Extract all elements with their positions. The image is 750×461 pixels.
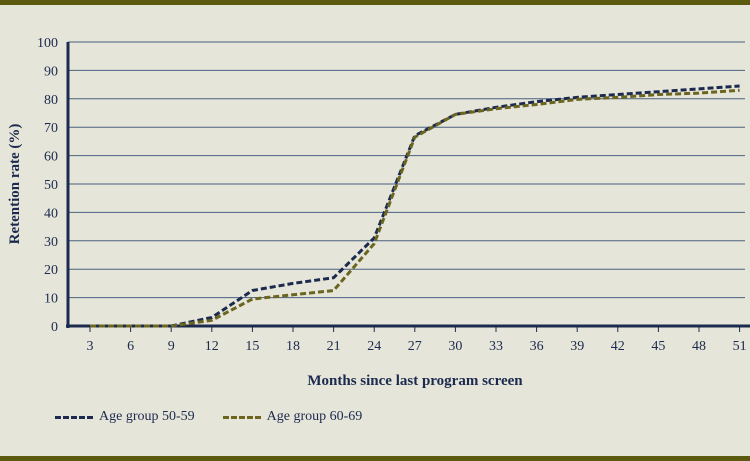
x-tick-label: 15 (245, 339, 259, 354)
y-tick-label: 20 (44, 263, 58, 278)
x-tick-label: 30 (448, 339, 462, 354)
x-tick-label: 39 (570, 339, 584, 354)
x-tick-label: 9 (168, 339, 175, 354)
x-tick-label: 12 (205, 339, 219, 354)
legend-label: Age group 50-59 (99, 409, 195, 424)
x-axis-label: Months since last program screen (307, 373, 523, 389)
y-tick-label: 10 (44, 292, 58, 307)
y-tick-label: 100 (37, 36, 58, 51)
legend-item-60-69: Age group 60-69 (222, 409, 363, 425)
series-line-50-59 (90, 84, 740, 328)
legend-swatch (222, 415, 261, 419)
y-tick-label: 30 (44, 235, 58, 250)
x-tick-label: 6 (127, 339, 134, 354)
legend-swatch (55, 415, 93, 419)
y-tick-label: 90 (44, 64, 58, 79)
y-tick-label: 40 (44, 206, 58, 221)
y-tick-label: 60 (44, 150, 58, 165)
x-tick-label: 21 (327, 339, 341, 354)
bottom-border (0, 456, 750, 461)
legend-item-50-59: Age group 50-59 (55, 409, 195, 425)
x-tick-label: 51 (733, 339, 747, 354)
x-tick-label: 36 (530, 339, 544, 354)
y-tick-label: 0 (51, 320, 58, 335)
series-line-60-69 (90, 88, 740, 328)
x-tick-label: 33 (489, 339, 503, 354)
legend: Age group 50-59 Age group 60-69 (55, 409, 362, 425)
y-axis-label: Retention rate (%) (7, 124, 23, 245)
x-tick-label: 18 (286, 339, 300, 354)
x-tick-label: 48 (692, 339, 706, 354)
x-tick-label: 42 (611, 339, 625, 354)
legend-label: Age group 60-69 (266, 409, 363, 424)
x-tick-label: 45 (651, 339, 665, 354)
y-tick-label: 70 (44, 121, 58, 136)
x-tick-label: 27 (408, 339, 422, 354)
y-tick-label: 80 (44, 93, 58, 108)
x-tick-label: 3 (87, 339, 94, 354)
y-tick-label: 50 (44, 178, 58, 193)
top-border (0, 0, 750, 5)
x-tick-label: 24 (367, 339, 381, 354)
